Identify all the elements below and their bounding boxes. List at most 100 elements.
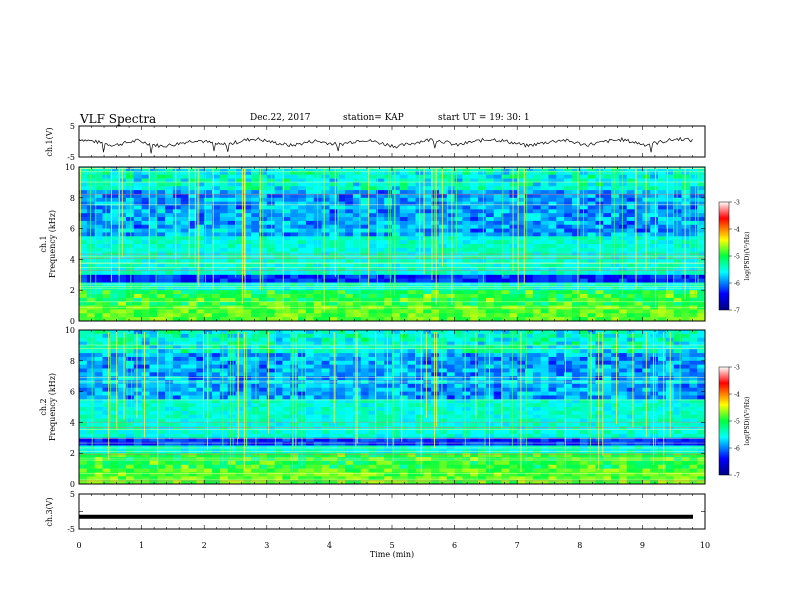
spectrogram-cell [446, 278, 455, 283]
spectrogram-cell [611, 263, 620, 268]
spectrogram-cell [368, 309, 377, 314]
spectrogram-cell [86, 309, 95, 314]
spectrogram-cell [110, 457, 119, 462]
spectrogram-cell [141, 460, 150, 466]
spectrogram-cell [376, 403, 385, 408]
spectrogram-cell [266, 360, 275, 365]
spectrogram-cell [485, 201, 495, 206]
spectrogram-cell [118, 480, 127, 485]
spectrogram-cell [133, 182, 142, 187]
spectrogram-cell [376, 387, 385, 392]
spectrogram-cell [571, 167, 581, 172]
spectrogram-cell [188, 290, 197, 295]
spectrogram-cell [227, 403, 236, 408]
spectrogram-cell [360, 205, 369, 210]
spectrogram-cell [133, 337, 142, 342]
spectrogram-cell [157, 313, 166, 318]
spectrogram-cell [258, 353, 268, 358]
spectrogram-cell [235, 364, 244, 369]
spectrogram-cell [133, 433, 142, 439]
spectrogram-cell [556, 228, 565, 233]
spectrogram-cell [493, 205, 502, 210]
spectrogram-cell [321, 333, 330, 338]
spectrogram-cell [290, 368, 299, 373]
spectrogram-cell [266, 403, 275, 408]
spectrogram-cell [274, 391, 283, 396]
spectrogram-cell [235, 270, 244, 276]
spectrogram-cell [454, 267, 463, 272]
spectrogram-cell [305, 282, 315, 287]
spectrogram-cell [571, 193, 581, 199]
spectrogram-cell [133, 197, 142, 202]
spectrogram-cell [125, 441, 135, 446]
spectrogram-cell [360, 430, 369, 435]
spectrogram-cell [204, 186, 213, 191]
spectrogram-cell [352, 205, 362, 210]
spectrogram-cell [141, 282, 150, 287]
spectrogram-cell [626, 317, 635, 322]
spectrogram-cell [313, 368, 322, 373]
spectrogram-cell [329, 270, 338, 276]
spectrogram-cell [673, 190, 682, 195]
spectrogram-cell [125, 372, 135, 377]
spectrogram-cell [227, 364, 236, 369]
spectrogram-cell [188, 360, 197, 365]
spectrogram-cell [540, 167, 549, 172]
spectrogram-cell [251, 426, 260, 431]
spectrogram-cell [556, 278, 565, 283]
spectrogram-cell [485, 205, 495, 210]
spectrogram-cell [227, 407, 236, 412]
spectrogram-cell [266, 349, 275, 354]
spectrogram-cell [345, 255, 354, 260]
spectrogram-cell [454, 182, 463, 187]
spectrogram-cell [352, 182, 362, 187]
spectrogram-cell [368, 213, 377, 218]
spectrogram-cell [110, 360, 119, 365]
spectrogram-cell [305, 182, 315, 187]
spectrogram-cell [227, 410, 236, 415]
spectrogram-cell [305, 270, 315, 276]
spectrogram-cell [258, 376, 268, 381]
spectrogram-cell [611, 247, 620, 252]
spectrogram-cell [665, 270, 675, 276]
spectrogram-cell [470, 213, 479, 218]
spectrogram-cell [251, 337, 260, 342]
spectrogram-cell [110, 337, 119, 342]
spectrogram-cell [540, 232, 549, 237]
spectrogram-cell [251, 353, 260, 358]
spectrogram-cell [501, 186, 510, 191]
spectrogram-cell [376, 220, 385, 226]
spectrogram-cell [219, 224, 228, 229]
spectrogram-cell [290, 360, 299, 365]
spectrogram-cell [141, 426, 150, 431]
spectrogram-cell [94, 309, 103, 314]
spectrogram-cell [564, 255, 573, 260]
spectrogram-cell [501, 309, 510, 314]
spectrogram-cell [470, 317, 479, 322]
spectrogram-cell [673, 220, 682, 226]
spectrogram-cell [689, 294, 698, 299]
spectrogram-cell [94, 236, 103, 241]
spectrogram-cell [321, 480, 330, 485]
spectrogram-cell [376, 232, 385, 237]
spectrogram-cell [266, 391, 275, 396]
spectrogram-cell [243, 205, 252, 210]
spectrogram-cell [212, 399, 221, 404]
spectrogram-cell [407, 403, 416, 408]
spectrogram-cell [470, 263, 479, 268]
spectrogram-cell [415, 278, 424, 283]
spectrogram-cell [470, 224, 479, 229]
spectrogram-cell [673, 240, 682, 245]
spectrogram-cell [172, 330, 182, 335]
spectrogram-cell [212, 217, 221, 222]
spectrogram-cell [180, 301, 189, 306]
spectrogram-cell [212, 403, 221, 408]
spectrogram-cell [423, 278, 432, 283]
spectrogram-cell [548, 182, 557, 187]
spectrogram-cell [376, 174, 385, 179]
spectrogram-cell [149, 309, 158, 314]
spectrogram-cell [399, 430, 408, 435]
spectrogram-cell [618, 259, 628, 264]
spectrogram-cell [345, 259, 354, 264]
spectrogram-cell [345, 313, 354, 318]
